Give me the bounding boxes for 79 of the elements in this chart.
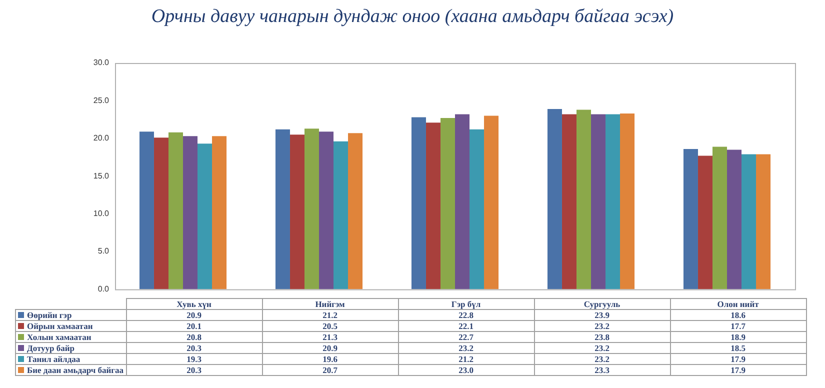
bar bbox=[756, 154, 771, 290]
bar bbox=[168, 132, 183, 290]
bar bbox=[334, 141, 348, 290]
x-tick-label: Хувь хүн bbox=[126, 298, 262, 310]
y-tick-label: 30.0 bbox=[93, 58, 110, 68]
bar bbox=[470, 129, 484, 290]
bar bbox=[183, 136, 198, 290]
bar bbox=[606, 114, 620, 290]
data-label: 20.9 bbox=[262, 342, 398, 354]
bar bbox=[290, 134, 304, 290]
data-label: 20.3 bbox=[126, 364, 262, 376]
legend-label: Ойрын хамаатан bbox=[16, 320, 126, 332]
bar bbox=[139, 132, 154, 290]
data-label: 23.3 bbox=[534, 364, 670, 376]
data-label: 23.9 bbox=[534, 310, 670, 320]
x-tick-label: Гэр бүл bbox=[398, 298, 534, 310]
data-label: 17.7 bbox=[670, 320, 806, 332]
data-label: 20.5 bbox=[262, 320, 398, 332]
bar bbox=[348, 133, 363, 290]
bar bbox=[455, 114, 470, 290]
y-tick-label: 5.0 bbox=[98, 246, 110, 256]
data-label: 23.8 bbox=[534, 332, 670, 342]
legend-label: Өөрийн гэр bbox=[16, 310, 126, 320]
x-tick-label: Нийгэм bbox=[262, 298, 398, 310]
bar bbox=[683, 148, 698, 290]
bar bbox=[698, 156, 712, 290]
bar bbox=[620, 114, 635, 290]
data-label: 17.9 bbox=[670, 354, 806, 364]
data-label: 20.9 bbox=[126, 310, 262, 320]
bar bbox=[212, 136, 227, 290]
y-tick-label: 20.0 bbox=[93, 134, 110, 143]
y-tick-label: 10.0 bbox=[93, 209, 110, 218]
data-label: 23.2 bbox=[534, 354, 670, 364]
bar bbox=[484, 116, 499, 290]
bar bbox=[198, 144, 212, 290]
bar bbox=[591, 114, 606, 290]
bar bbox=[727, 150, 742, 290]
data-label: 18.5 bbox=[670, 342, 806, 354]
data-label: 23.0 bbox=[398, 364, 534, 376]
bar bbox=[742, 154, 756, 290]
bar bbox=[426, 122, 440, 290]
data-label: 19.6 bbox=[262, 354, 398, 364]
bar bbox=[562, 114, 576, 290]
data-label: 23.2 bbox=[398, 342, 534, 354]
data-label: 18.6 bbox=[670, 310, 806, 320]
bar bbox=[712, 146, 727, 290]
data-label: 20.3 bbox=[126, 342, 262, 354]
data-label: 21.2 bbox=[262, 310, 398, 320]
x-tick-label: Сургууль bbox=[534, 298, 670, 310]
bar bbox=[411, 117, 426, 290]
y-tick-label: 25.0 bbox=[93, 96, 110, 105]
bar bbox=[576, 110, 591, 290]
chart-title: Орчны давуу чанарын дундаж оноо (хаана амьдарч байгаа эсэх) bbox=[150, 6, 675, 28]
legend-label: Холын хамаатан bbox=[16, 332, 126, 342]
data-label: 19.3 bbox=[126, 354, 262, 364]
data-label: 20.1 bbox=[126, 320, 262, 332]
data-label: 17.9 bbox=[670, 364, 806, 376]
y-tick-label: 0.0 bbox=[98, 284, 110, 294]
data-label: 21.3 bbox=[262, 332, 398, 342]
data-label: 21.2 bbox=[398, 354, 534, 364]
data-label: 22.8 bbox=[398, 310, 534, 320]
data-label: 23.2 bbox=[534, 320, 670, 332]
bar bbox=[319, 132, 334, 290]
x-tick-label: Олон нийт bbox=[670, 298, 806, 310]
data-label: 20.8 bbox=[126, 332, 262, 342]
legend-label: Дотуур байр bbox=[16, 342, 126, 354]
data-label: 18.9 bbox=[670, 332, 806, 342]
bar bbox=[275, 129, 290, 290]
data-label: 22.7 bbox=[398, 332, 534, 342]
legend-label: Танил айлдаа bbox=[16, 354, 126, 364]
bar bbox=[547, 108, 562, 290]
legend-label: Бие даан амьдарч байгаа bbox=[16, 364, 126, 376]
data-label: 22.1 bbox=[398, 320, 534, 332]
bar bbox=[154, 138, 168, 290]
bar bbox=[440, 118, 455, 290]
data-label: 20.7 bbox=[262, 364, 398, 376]
bar bbox=[304, 128, 319, 290]
data-label: 23.2 bbox=[534, 342, 670, 354]
y-tick-label: 15.0 bbox=[93, 171, 110, 180]
